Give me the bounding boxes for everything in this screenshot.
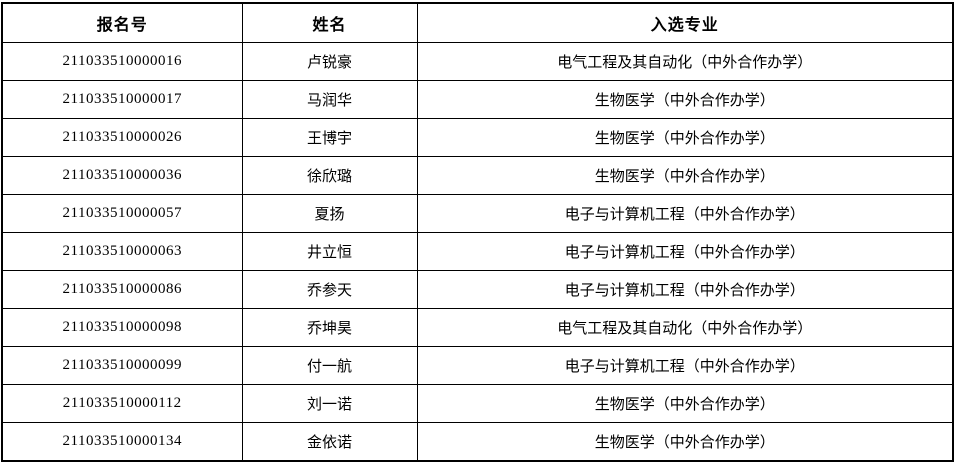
name-cell: 刘一诺: [241, 384, 418, 423]
table-row: 211033510000134 金依诺 生物医学（中外合作办学）: [1, 422, 954, 462]
registration-number-cell: 211033510000026: [1, 118, 243, 157]
registration-number-cell: 211033510000086: [1, 270, 243, 309]
name-cell: 夏扬: [241, 194, 418, 233]
major-cell: 生物医学（中外合作办学）: [416, 156, 954, 195]
name-cell: 王博宇: [241, 118, 418, 157]
major-cell: 生物医学（中外合作办学）: [416, 422, 954, 462]
registration-number-cell: 211033510000112: [1, 384, 243, 423]
major-cell: 电气工程及其自动化（中外合作办学）: [416, 308, 954, 347]
table-row: 211033510000016 卢锐豪 电气工程及其自动化（中外合作办学）: [1, 42, 954, 81]
major-cell: 生物医学（中外合作办学）: [416, 118, 954, 157]
table-row: 211033510000057 夏扬 电子与计算机工程（中外合作办学）: [1, 194, 954, 233]
registration-number-cell: 211033510000057: [1, 194, 243, 233]
table-row: 211033510000099 付一航 电子与计算机工程（中外合作办学）: [1, 346, 954, 385]
name-cell: 乔参天: [241, 270, 418, 309]
major-cell: 电气工程及其自动化（中外合作办学）: [416, 42, 954, 81]
major-cell: 电子与计算机工程（中外合作办学）: [416, 194, 954, 233]
major-cell: 电子与计算机工程（中外合作办学）: [416, 346, 954, 385]
name-cell: 金依诺: [241, 422, 418, 462]
table-row: 211033510000098 乔坤昊 电气工程及其自动化（中外合作办学）: [1, 308, 954, 347]
name-cell: 马润华: [241, 80, 418, 119]
table-row: 211033510000112 刘一诺 生物医学（中外合作办学）: [1, 384, 954, 423]
registration-number-cell: 211033510000099: [1, 346, 243, 385]
name-cell: 徐欣璐: [241, 156, 418, 195]
column-header-name: 姓名: [241, 2, 418, 43]
registration-number-cell: 211033510000098: [1, 308, 243, 347]
major-cell: 生物医学（中外合作办学）: [416, 80, 954, 119]
registration-number-cell: 211033510000017: [1, 80, 243, 119]
column-header-major: 入选专业: [416, 2, 954, 43]
registration-number-cell: 211033510000016: [1, 42, 243, 81]
table-row: 211033510000017 马润华 生物医学（中外合作办学）: [1, 80, 954, 119]
admission-list-table: 报名号 姓名 入选专业 211033510000016 卢锐豪 电气工程及其自动化（…: [1, 2, 954, 462]
table-row: 211033510000086 乔参天 电子与计算机工程（中外合作办学）: [1, 270, 954, 309]
name-cell: 卢锐豪: [241, 42, 418, 81]
registration-number-cell: 211033510000036: [1, 156, 243, 195]
name-cell: 井立恒: [241, 232, 418, 271]
table-row: 211033510000063 井立恒 电子与计算机工程（中外合作办学）: [1, 232, 954, 271]
name-cell: 乔坤昊: [241, 308, 418, 347]
major-cell: 电子与计算机工程（中外合作办学）: [416, 232, 954, 271]
registration-number-cell: 211033510000063: [1, 232, 243, 271]
column-header-registration-number: 报名号: [1, 2, 243, 43]
table-row: 211033510000036 徐欣璐 生物医学（中外合作办学）: [1, 156, 954, 195]
name-cell: 付一航: [241, 346, 418, 385]
table-row: 211033510000026 王博宇 生物医学（中外合作办学）: [1, 118, 954, 157]
major-cell: 电子与计算机工程（中外合作办学）: [416, 270, 954, 309]
header-row: 报名号 姓名 入选专业: [1, 2, 954, 43]
table-body: 211033510000016 卢锐豪 电气工程及其自动化（中外合作办学） 21103…: [1, 42, 954, 462]
registration-number-cell: 211033510000134: [1, 422, 243, 462]
major-cell: 生物医学（中外合作办学）: [416, 384, 954, 423]
